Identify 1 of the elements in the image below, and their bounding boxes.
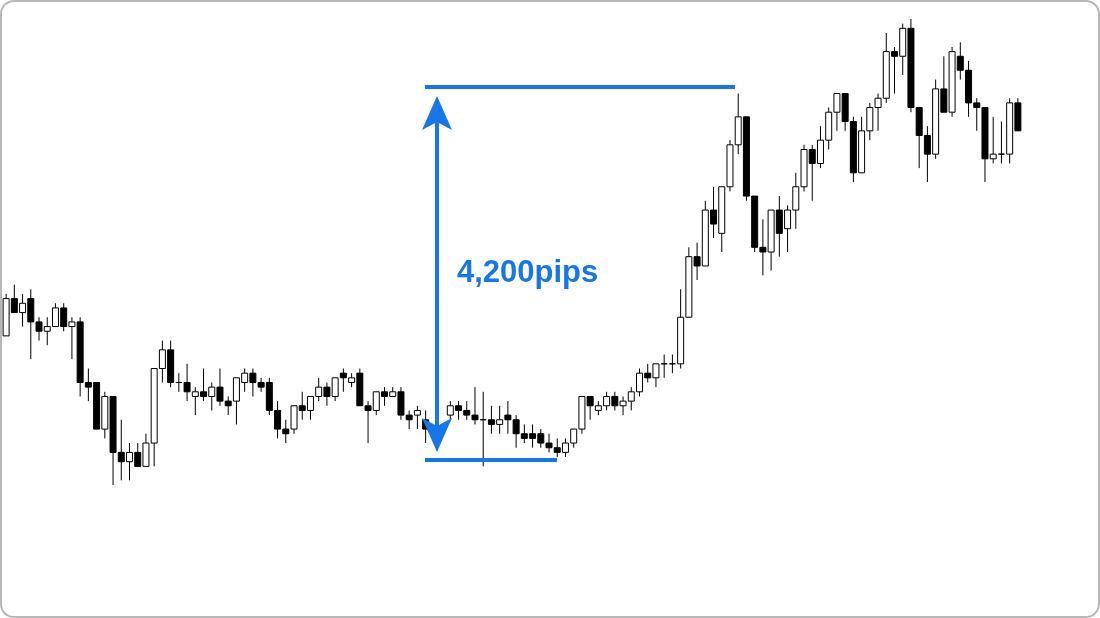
annotation: 4,200pips [457, 254, 599, 290]
